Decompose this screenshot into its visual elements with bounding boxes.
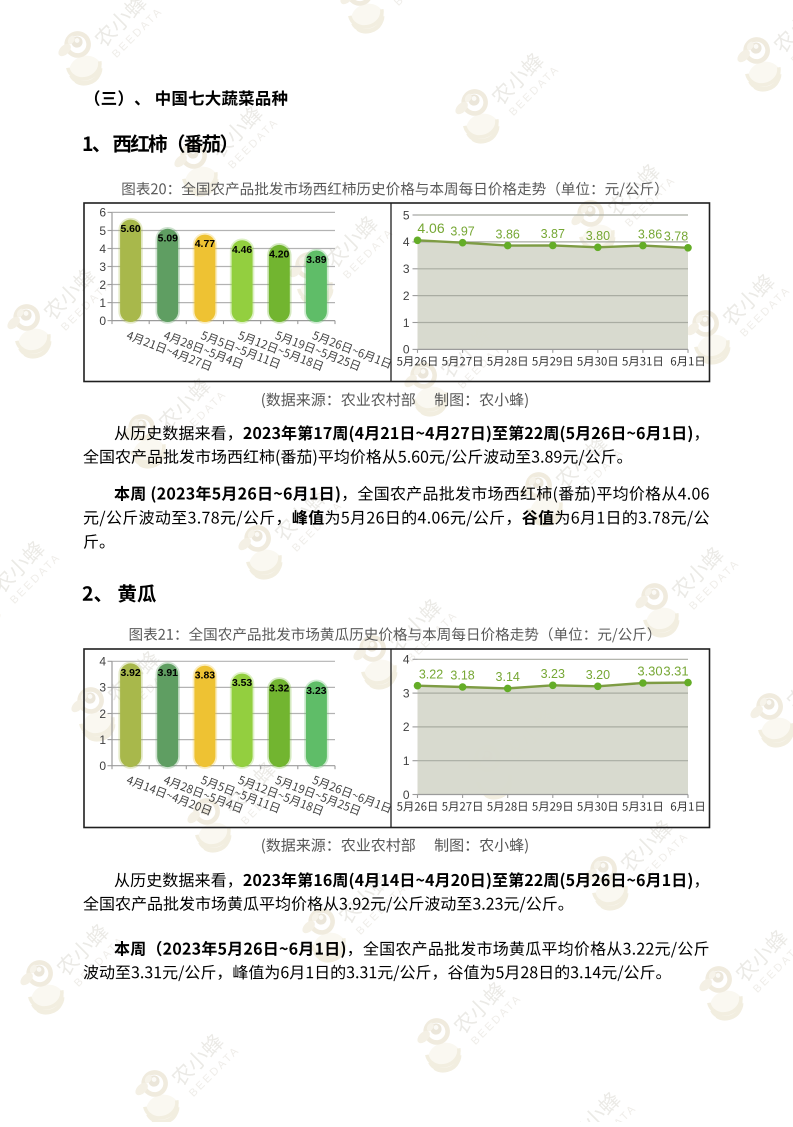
svg-text:2: 2 bbox=[403, 289, 410, 303]
svg-text:3.23: 3.23 bbox=[541, 667, 565, 681]
svg-text:2: 2 bbox=[99, 707, 106, 721]
svg-text:3: 3 bbox=[99, 260, 106, 274]
svg-text:1: 1 bbox=[403, 754, 410, 768]
svg-text:3.32: 3.32 bbox=[269, 684, 289, 695]
svg-text:6: 6 bbox=[99, 206, 106, 220]
svg-text:3: 3 bbox=[403, 262, 410, 276]
svg-text:4: 4 bbox=[99, 242, 106, 256]
svg-text:4.46: 4.46 bbox=[232, 245, 252, 256]
svg-text:1: 1 bbox=[99, 733, 106, 747]
svg-text:3: 3 bbox=[403, 686, 410, 700]
svg-text:5: 5 bbox=[403, 208, 410, 222]
svg-text:1: 1 bbox=[99, 296, 106, 310]
svg-text:3.92: 3.92 bbox=[120, 668, 140, 679]
svg-text:2: 2 bbox=[403, 720, 410, 734]
svg-text:5.60: 5.60 bbox=[120, 224, 140, 235]
svg-text:2: 2 bbox=[99, 278, 106, 292]
svg-text:4: 4 bbox=[99, 655, 106, 669]
svg-text:3.86: 3.86 bbox=[496, 227, 520, 241]
svg-text:3.53: 3.53 bbox=[232, 678, 252, 689]
svg-text:5: 5 bbox=[99, 224, 106, 238]
svg-text:4.20: 4.20 bbox=[269, 250, 289, 261]
svg-text:5.09: 5.09 bbox=[158, 233, 178, 244]
svg-text:3.78: 3.78 bbox=[664, 230, 688, 244]
svg-text:0: 0 bbox=[403, 788, 410, 802]
svg-text:3.91: 3.91 bbox=[158, 668, 178, 679]
svg-text:3.30: 3.30 bbox=[637, 664, 662, 679]
svg-text:1: 1 bbox=[403, 316, 410, 330]
svg-text:3.80: 3.80 bbox=[586, 229, 610, 243]
svg-text:3.83: 3.83 bbox=[195, 670, 215, 681]
svg-text:0: 0 bbox=[403, 343, 410, 357]
svg-text:3.22: 3.22 bbox=[419, 667, 443, 681]
svg-text:3.18: 3.18 bbox=[450, 669, 474, 683]
svg-text:3.20: 3.20 bbox=[586, 668, 610, 682]
svg-text:3.97: 3.97 bbox=[450, 224, 474, 238]
svg-text:4: 4 bbox=[403, 653, 410, 667]
svg-text:4.77: 4.77 bbox=[195, 239, 215, 250]
svg-text:4.06: 4.06 bbox=[417, 220, 444, 236]
svg-text:0: 0 bbox=[99, 314, 106, 328]
svg-text:4: 4 bbox=[403, 235, 410, 249]
svg-text:3.86: 3.86 bbox=[638, 227, 662, 241]
svg-text:3: 3 bbox=[99, 681, 106, 695]
svg-text:3.31: 3.31 bbox=[663, 663, 688, 678]
svg-text:3.23: 3.23 bbox=[306, 686, 326, 697]
svg-text:0: 0 bbox=[99, 759, 106, 773]
svg-text:3.89: 3.89 bbox=[306, 255, 326, 266]
svg-text:3.14: 3.14 bbox=[496, 670, 520, 684]
svg-text:3.87: 3.87 bbox=[541, 227, 565, 241]
